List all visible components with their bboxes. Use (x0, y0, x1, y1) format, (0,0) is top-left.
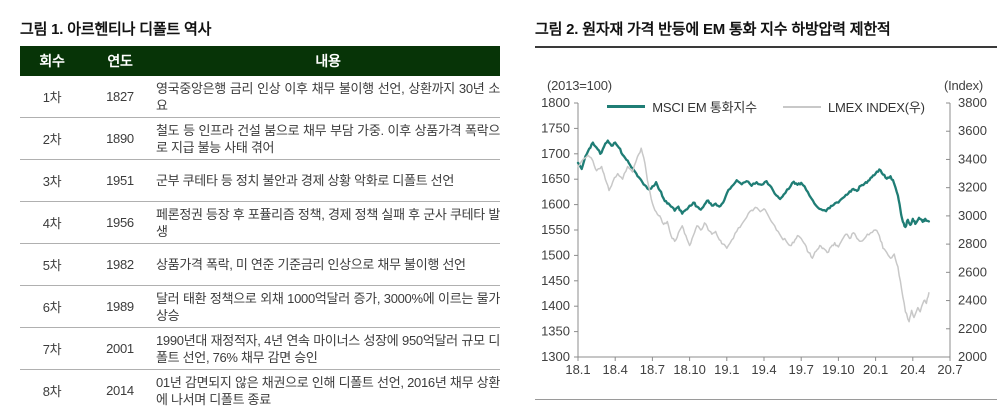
legend-label: MSCI EM 통화지수 (652, 100, 757, 115)
cell-year: 1827 (84, 76, 156, 118)
y-left-tick-label: 1750 (541, 120, 570, 135)
header-cell-round: 회수 (20, 46, 84, 76)
x-tick-label: 18.10 (673, 362, 706, 377)
legend-line-swatch (782, 105, 821, 108)
y-left-tick-label: 1300 (541, 349, 570, 364)
table-row: 8차 2014 01년 감면되지 않은 채권으로 인해 디폴트 선언, 2016년 … (20, 369, 500, 409)
x-tick-label: 18.7 (640, 362, 665, 377)
x-tick-label: 19.1 (714, 362, 739, 377)
cell-year: 1982 (84, 243, 156, 286)
cell-year: 2014 (84, 369, 156, 409)
legend-item-lmex: LMEX INDEX(우) (782, 97, 925, 116)
x-tick-label: 18.1 (565, 362, 590, 377)
cell-round: 5차 (20, 243, 84, 286)
cell-year: 1890 (84, 117, 156, 160)
y-left-tick-label: 1400 (541, 298, 570, 313)
y-right-tick-label: 2400 (958, 293, 987, 308)
cell-desc: 1990년대 재정적자, 4년 연속 마이너스 성장에 950억달러 규모 디폴… (156, 327, 500, 370)
cell-round: 6차 (20, 285, 84, 328)
header-cell-detail: 내용 (156, 46, 500, 76)
table-row: 3차 1951 군부 쿠테타 등 정치 불안과 경제 상황 악화로 디폴트 선언 (20, 159, 500, 202)
table-row: 4차 1956 페론정권 등장 후 포퓰리즘 정책, 경제 정책 실패 후 군사 쿠… (20, 201, 500, 244)
table-row: 5차 1982 상품가격 폭락, 미 연준 기준금리 인상으로 채무 불이행 선언 (20, 243, 500, 286)
cell-desc: 상품가격 폭락, 미 연준 기준금리 인상으로 채무 불이행 선언 (156, 243, 500, 286)
figure1-panel: 그림 1. 아르헨티나 디폴트 역사 회수 연도 내용 1차 1827 영국중앙은행… (20, 18, 500, 409)
y-right-tick-label: 3800 (958, 95, 987, 110)
y-right-tick-label: 2200 (958, 321, 987, 336)
table-row: 2차 1890 철도 등 인프라 건설 붐으로 채무 부담 가중. 이후 상품가격 … (20, 117, 500, 160)
table-row: 1차 1827 영국중앙은행 금리 인상 이후 채무 불이행 선언, 상환까지 30… (20, 76, 500, 118)
y-right-tick-label: 2800 (958, 236, 987, 251)
y-left-tick-label: 1700 (541, 146, 570, 161)
figure1-title: 그림 1. 아르헨티나 디폴트 역사 (20, 21, 212, 38)
table-header-row: 회수 연도 내용 (20, 46, 500, 76)
default-history-table: 회수 연도 내용 1차 1827 영국중앙은행 금리 인상 이후 채무 불이행 선언… (20, 46, 500, 409)
y-left-tick-label: 1450 (541, 273, 570, 288)
cell-round: 3차 (20, 159, 84, 202)
table-row: 6차 1989 달러 태환 정책으로 외채 1000억달러 증가, 3000%에 이… (20, 285, 500, 328)
y-left-tick-label: 1350 (541, 324, 570, 339)
x-tick-label: 20.4 (900, 362, 925, 377)
table-row: 7차 2001 1990년대 재정적자, 4년 연속 마이너스 성장에 950억달러… (20, 327, 500, 370)
y-right-tick-label: 3400 (958, 151, 987, 166)
series-line-lmex (577, 147, 930, 323)
y-right-tick-label: 3200 (958, 180, 987, 195)
series-line-msci-em (576, 139, 931, 229)
right-axis-unit-label: (Index) (943, 78, 983, 93)
y-right-tick-label: 2600 (958, 264, 987, 279)
cell-year: 1951 (84, 159, 156, 202)
x-tick-label: 20.1 (863, 362, 888, 377)
cell-year: 1956 (84, 201, 156, 244)
y-left-tick-label: 1800 (541, 95, 570, 110)
line-chart-svg: 1800 1750 1700 1650 1600 1550 1500 1450 1400 1350… (541, 95, 987, 377)
cell-round: 1차 (20, 76, 84, 118)
legend-line-swatch (607, 105, 646, 108)
y-right-tick-label: 2000 (958, 349, 987, 364)
x-tick-label: 19.10 (822, 362, 855, 377)
y-right-tick-label: 3600 (958, 123, 987, 138)
legend-item-msci-em: MSCI EM 통화지수 (607, 97, 757, 116)
y-left-tick-label: 1650 (541, 171, 570, 186)
cell-desc: 01년 감면되지 않은 채권으로 인해 디폴트 선언, 2016년 채무 상환에… (156, 369, 500, 409)
cell-round: 8차 (20, 369, 84, 409)
legend-label: LMEX INDEX(우) (827, 100, 925, 115)
x-tick-label: 20.7 (937, 362, 962, 377)
cell-year: 1989 (84, 285, 156, 328)
cell-desc: 달러 태환 정책으로 외채 1000억달러 증가, 3000%에 이르는 물가 … (156, 285, 500, 328)
cell-round: 7차 (20, 327, 84, 370)
x-tick-label: 19.4 (751, 362, 776, 377)
cell-year: 2001 (84, 327, 156, 370)
x-tick-label: 18.4 (603, 362, 628, 377)
figure2-panel: 그림 2. 원자재 가격 반등에 EM 통화 지수 하방압력 제한적 (2013… (535, 18, 997, 407)
cell-round: 2차 (20, 117, 84, 160)
cell-desc: 철도 등 인프라 건설 붐으로 채무 부담 가중. 이후 상품가격 폭락으로 지… (156, 117, 500, 160)
chart-legend: MSCI EM 통화지수 LMEX INDEX(우) (535, 97, 997, 116)
header-cell-year: 연도 (84, 46, 156, 76)
figure2-bottom-rule (535, 399, 997, 400)
cell-desc: 영국중앙은행 금리 인상 이후 채무 불이행 선언, 상환까지 30년 소요 (156, 76, 500, 118)
y-left-tick-label: 1550 (541, 222, 570, 237)
left-axis-unit-label: (2013=100) (547, 78, 612, 93)
y-left-tick-label: 1500 (541, 247, 570, 262)
y-right-tick-label: 3000 (958, 208, 987, 223)
y-left-tick-label: 1600 (541, 197, 570, 212)
cell-desc: 페론정권 등장 후 포퓰리즘 정책, 경제 정책 실패 후 군사 쿠테타 발생 (156, 201, 500, 244)
cell-round: 4차 (20, 201, 84, 244)
x-tick-label: 19.7 (789, 362, 814, 377)
cell-desc: 군부 쿠테타 등 정치 불안과 경제 상황 악화로 디폴트 선언 (156, 159, 500, 202)
figure2-title: 그림 2. 원자재 가격 반등에 EM 통화 지수 하방압력 제한적 (535, 18, 997, 48)
